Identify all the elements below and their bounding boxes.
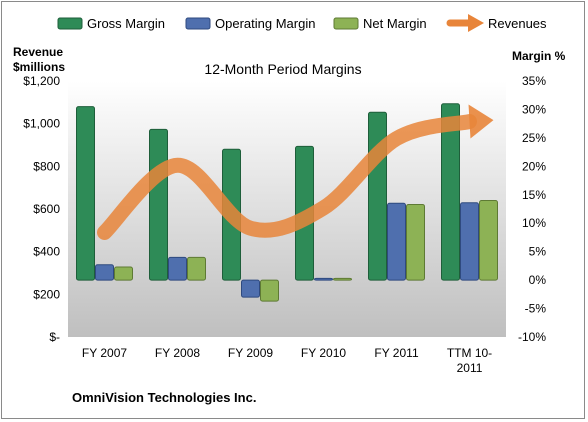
left-tick-label: $-	[49, 330, 60, 344]
category-label-line: FY 2010	[301, 346, 346, 360]
right-tick-label: 20%	[522, 159, 546, 173]
legend-label-net-margin: Net Margin	[363, 16, 427, 31]
category-label-line: FY 2011	[374, 346, 419, 360]
bar-operating-margin	[168, 256, 187, 281]
left-tick-label: $800	[33, 159, 60, 173]
bar-net-margin	[114, 266, 133, 281]
right-tick-label: -10%	[518, 330, 546, 344]
right-tick-label: -5%	[525, 302, 547, 316]
right-tick-label: 10%	[522, 216, 546, 230]
category-label-line: FY 2008	[155, 346, 200, 360]
category-label-line: TTM 10-	[447, 346, 492, 360]
category-labels: FY 2007 FY 2008 FY 2009 FY 2010 FY 2011 TTM 1…	[82, 346, 492, 375]
bar-gross-margin	[368, 111, 387, 281]
left-tick-label: $400	[33, 245, 60, 259]
legend-item-revenues: Revenues	[446, 14, 547, 32]
category-label-line: FY 2007	[82, 346, 127, 360]
bar-gross-margin	[76, 106, 95, 281]
left-axis-title-line1: Revenue	[13, 45, 63, 59]
right-axis-ticks: -10% -5% 0% 5% 10% 15% 20% 25% 30% 35%	[518, 74, 546, 344]
bar-net-margin	[260, 279, 279, 302]
right-tick-label: 0%	[529, 273, 547, 287]
right-axis-title: Margin %	[512, 49, 566, 63]
category-label: TTM 10-2011	[447, 346, 492, 375]
left-tick-label: $1,200	[23, 74, 60, 88]
left-axis-title-line2: $millions	[13, 60, 65, 74]
legend: Gross Margin Operating Margin Net Margin…	[57, 14, 547, 32]
revenue-line	[97, 114, 477, 240]
bar-gross-margin	[441, 103, 460, 281]
category-label: FY 2007	[82, 346, 127, 360]
legend-swatch-gross-margin	[57, 17, 83, 30]
right-tick-label: 30%	[522, 102, 546, 116]
bar-net-margin	[187, 256, 206, 281]
right-tick-label: 35%	[522, 74, 546, 88]
legend-label-revenues: Revenues	[488, 16, 547, 31]
bar-net-margin	[406, 203, 425, 281]
category-label-line: FY 2009	[228, 346, 273, 360]
left-axis-ticks: $- $200 $400 $600 $800 $1,000 $1,200	[23, 74, 60, 344]
category-label: FY 2010	[301, 346, 346, 360]
left-tick-label: $600	[33, 202, 60, 216]
revenue-series	[97, 104, 494, 240]
company-name: OmniVision Technologies Inc.	[72, 390, 256, 405]
bar-net-margin	[479, 199, 498, 281]
bar-operating-margin	[387, 202, 406, 281]
legend-arrow-head	[468, 14, 484, 32]
legend-item-gross-margin: Gross Margin	[57, 16, 165, 31]
legend-swatch-net-margin	[333, 17, 359, 30]
left-tick-label: $200	[33, 287, 60, 301]
legend-item-operating-margin: Operating Margin	[185, 16, 315, 31]
bar-operating-margin	[241, 279, 260, 298]
legend-label-gross-margin: Gross Margin	[87, 16, 165, 31]
right-tick-label: 25%	[522, 131, 546, 145]
bar-net-margin	[333, 277, 352, 281]
left-axis-title: Revenue $millions	[13, 45, 66, 74]
right-tick-label: 15%	[522, 188, 546, 202]
bar-operating-margin	[314, 277, 333, 281]
category-label: FY 2009	[228, 346, 273, 360]
category-label-line: 2011	[457, 361, 483, 375]
category-label: FY 2011	[374, 346, 419, 360]
chart-title: 12-Month Period Margins	[204, 61, 361, 77]
bar-operating-margin	[95, 264, 114, 281]
bar-gross-margin	[149, 128, 168, 281]
legend-label-operating-margin: Operating Margin	[215, 16, 315, 31]
bar-operating-margin	[460, 202, 479, 281]
revenue-arrowhead	[468, 104, 494, 139]
right-tick-label: 5%	[529, 245, 547, 259]
left-tick-label: $1,000	[23, 117, 60, 131]
legend-item-net-margin: Net Margin	[333, 16, 427, 31]
legend-swatch-operating-margin	[185, 17, 211, 30]
category-label: FY 2008	[155, 346, 200, 360]
